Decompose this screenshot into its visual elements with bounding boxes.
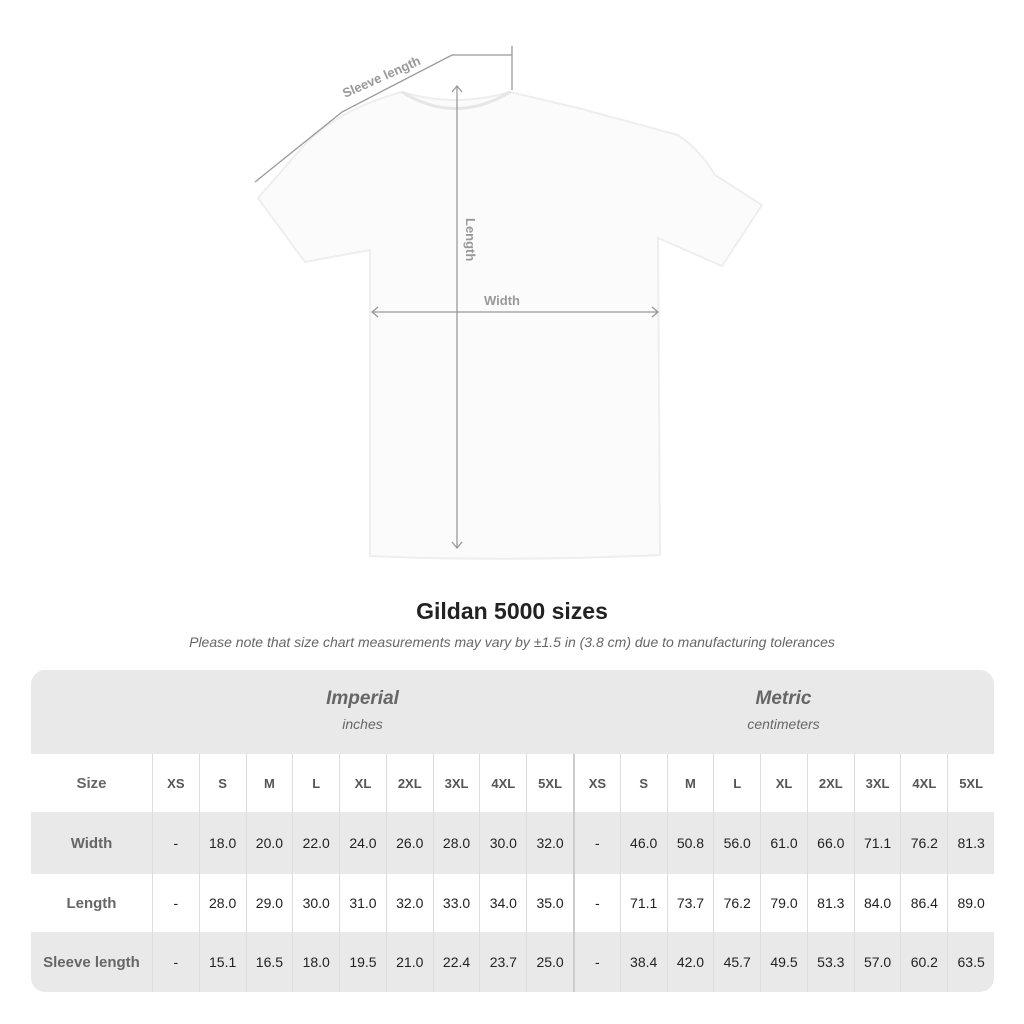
row-label: Length xyxy=(66,894,117,912)
metric-value-cell: - xyxy=(572,874,620,932)
imperial-value-cell: 26.0 xyxy=(385,812,433,874)
imperial-value-cell: - xyxy=(151,932,199,992)
size-column-header: 3XL xyxy=(432,754,480,812)
imperial-unit: inches xyxy=(342,716,383,732)
row-label: Sleeve length xyxy=(43,953,140,971)
table-row: Width -18.0 20.0 22.0 24.0 26.0 28.0 30.0 32.0-4… xyxy=(31,812,994,874)
imperial-value-cell: - xyxy=(151,874,199,932)
metric-value-cell: 76.2 xyxy=(713,874,760,932)
size-column-header: 2XL xyxy=(385,754,433,812)
metric-value-cell: 63.5 xyxy=(947,932,994,992)
metric-value-cell: 42.0 xyxy=(666,932,714,992)
metric-value-cell: 84.0 xyxy=(853,874,901,932)
imperial-value-cell: 25.0 xyxy=(526,932,573,992)
imperial-value-cell: 29.0 xyxy=(245,874,293,932)
imperial-value-cell: 35.0 xyxy=(526,874,573,932)
tolerance-note: Please note that size chart measurements… xyxy=(189,634,835,650)
metric-value-cell: - xyxy=(572,812,620,874)
metric-value-cell: 49.5 xyxy=(760,932,807,992)
metric-value-cell: 73.7 xyxy=(666,874,714,932)
imperial-value-cell: 28.0 xyxy=(198,874,246,932)
metric-value-cell: 81.3 xyxy=(947,812,994,874)
metric-value-cell: 45.7 xyxy=(713,932,760,992)
size-column-header: S xyxy=(198,754,246,812)
metric-value-cell: 38.4 xyxy=(619,932,667,992)
imperial-value-cell: 32.0 xyxy=(385,874,433,932)
imperial-value-cell: 21.0 xyxy=(385,932,433,992)
imperial-value-cell: 33.0 xyxy=(432,874,480,932)
size-column-header: 4XL xyxy=(900,754,947,812)
size-column-header: 2XL xyxy=(806,754,854,812)
size-column-header: M xyxy=(666,754,714,812)
measurement-lines xyxy=(254,46,660,550)
imperial-value-cell: 23.7 xyxy=(479,932,526,992)
metric-value-cell: 79.0 xyxy=(760,874,807,932)
imperial-value-cell: 20.0 xyxy=(245,812,293,874)
imperial-value-cell: - xyxy=(151,812,199,874)
metric-value-cell: 89.0 xyxy=(947,874,994,932)
size-column-header: XS xyxy=(151,754,199,812)
metric-value-cell: 61.0 xyxy=(760,812,807,874)
metric-value-cell: 46.0 xyxy=(619,812,667,874)
table-row: Sleeve length -15.1 16.5 18.0 19.5 21.0 22.4 23… xyxy=(31,932,994,992)
imperial-value-cell: 30.0 xyxy=(292,874,339,932)
size-column-header: S xyxy=(619,754,667,812)
chart-title: Gildan 5000 sizes xyxy=(416,598,608,624)
metric-value-cell: 60.2 xyxy=(900,932,947,992)
metric-value-cell: 53.3 xyxy=(806,932,854,992)
imperial-value-cell: 32.0 xyxy=(526,812,573,874)
metric-value-cell: 71.1 xyxy=(619,874,667,932)
size-column-header: L xyxy=(713,754,760,812)
metric-header: Metric centimeters xyxy=(573,670,994,754)
size-column-header: M xyxy=(245,754,293,812)
imperial-value-cell: 18.0 xyxy=(292,932,339,992)
imperial-value-cell: 15.1 xyxy=(198,932,246,992)
size-column-header: 3XL xyxy=(853,754,901,812)
metric-value-cell: 71.1 xyxy=(853,812,901,874)
size-column-header: XL xyxy=(760,754,807,812)
metric-value-cell: 56.0 xyxy=(713,812,760,874)
imperial-value-cell: 18.0 xyxy=(198,812,246,874)
imperial-value-cell: 34.0 xyxy=(479,874,526,932)
metric-value-cell: 57.0 xyxy=(853,932,901,992)
imperial-value-cell: 16.5 xyxy=(245,932,293,992)
metric-value-cell: 66.0 xyxy=(806,812,854,874)
tshirt-diagram: Sleeve length Length Width xyxy=(254,46,764,560)
size-header-row: Size XS S M L XL 2XL 3XL 4XL 5XL XS S M L XL 2XL 3XL 4XL 5… xyxy=(31,754,994,812)
size-column-header: 4XL xyxy=(479,754,526,812)
imperial-value-cell: 19.5 xyxy=(339,932,386,992)
size-column-header: XS xyxy=(572,754,620,812)
imperial-value-cell: 31.0 xyxy=(339,874,386,932)
metric-value-cell: 50.8 xyxy=(666,812,714,874)
imperial-value-cell: 28.0 xyxy=(432,812,480,874)
row-label: Width xyxy=(70,834,113,852)
metric-value-cell: 76.2 xyxy=(900,812,947,874)
size-column-header: XL xyxy=(339,754,386,812)
width-label: Width xyxy=(484,293,520,308)
size-column-header: 5XL xyxy=(947,754,994,812)
metric-value-cell: - xyxy=(572,932,620,992)
size-column-header: 5XL xyxy=(526,754,573,812)
table-row: Length -28.0 29.0 30.0 31.0 32.0 33.0 34.0 35.0-… xyxy=(31,874,994,932)
imperial-header: Imperial inches xyxy=(152,670,573,754)
size-column-header: L xyxy=(292,754,339,812)
tshirt-image xyxy=(256,90,764,560)
metric-title: Metric xyxy=(755,688,812,709)
size-label: Size xyxy=(76,774,107,792)
imperial-value-cell: 22.0 xyxy=(292,812,339,874)
imperial-value-cell: 22.4 xyxy=(432,932,480,992)
metric-value-cell: 86.4 xyxy=(900,874,947,932)
imperial-title: Imperial xyxy=(326,688,399,709)
metric-unit: centimeters xyxy=(747,716,820,732)
metric-value-cell: 81.3 xyxy=(806,874,854,932)
length-label: Length xyxy=(463,218,478,261)
size-table: Imperial inches Metric centimeters Size X… xyxy=(31,670,994,992)
imperial-value-cell: 24.0 xyxy=(339,812,386,874)
imperial-value-cell: 30.0 xyxy=(479,812,526,874)
